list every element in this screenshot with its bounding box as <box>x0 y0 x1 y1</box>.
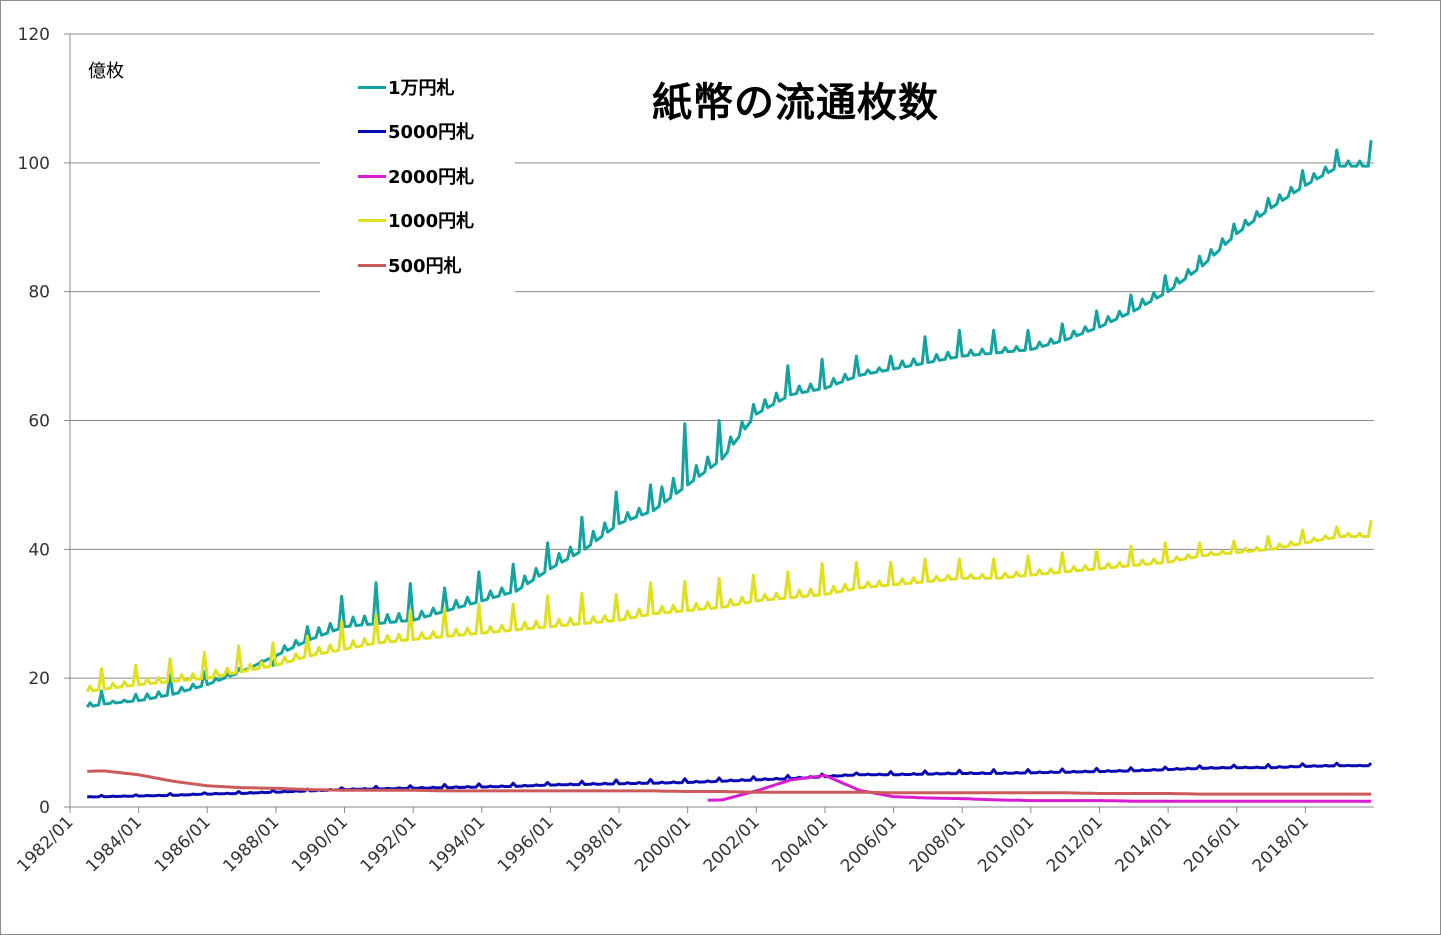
x-tick-label: 1998/01 <box>563 812 627 876</box>
legend-item-1000: 1000円札 <box>358 208 474 232</box>
series-line-4 <box>87 769 1372 796</box>
x-tick-label: 1988/01 <box>219 812 283 876</box>
legend-swatch <box>358 263 386 267</box>
legend-label: 500円札 <box>388 256 462 277</box>
legend-swatch <box>358 129 386 133</box>
legend-item-5000: 5000円札 <box>358 119 474 143</box>
series-line-3 <box>85 520 1373 693</box>
x-tick-label: 1996/01 <box>494 812 558 876</box>
legend-label: 5000円札 <box>388 122 475 143</box>
legend-swatch <box>358 85 386 89</box>
y-tick-label: 40 <box>28 540 50 560</box>
legend-item-500: 500円札 <box>358 253 462 277</box>
x-tick-label: 2010/01 <box>974 812 1038 876</box>
y-tick-label: 0 <box>39 798 50 818</box>
x-tick-label: 2004/01 <box>768 812 832 876</box>
x-tick-label: 2014/01 <box>1112 812 1176 876</box>
legend-item-2000: 2000円札 <box>358 164 474 188</box>
y-tick-label: 80 <box>28 283 50 303</box>
x-tick-label: 1992/01 <box>357 812 421 876</box>
x-tick-label: 2006/01 <box>837 812 901 876</box>
legend-swatch <box>358 218 386 222</box>
x-tick-label: 2012/01 <box>1043 812 1107 876</box>
y-tick-label: 20 <box>28 669 50 689</box>
legend-swatch <box>358 174 386 178</box>
y-tick-label: 100 <box>18 154 50 174</box>
series-line-0 <box>85 140 1373 709</box>
x-tick-label: 1994/01 <box>425 812 489 876</box>
legend-item-10000: 1万円札 <box>358 75 455 99</box>
x-tick-label: 1984/01 <box>82 812 146 876</box>
x-tick-label: 2018/01 <box>1249 812 1313 876</box>
legend-label: 1000円札 <box>388 211 475 232</box>
legend-label: 1万円札 <box>388 78 455 99</box>
series-line-2 <box>707 773 1372 803</box>
y-tick-label: 60 <box>28 412 50 432</box>
series-line-1 <box>86 761 1373 799</box>
legend-label: 2000円札 <box>388 167 475 188</box>
y-tick-label: 120 <box>18 25 50 45</box>
chart-title: 紙幣の流通枚数 <box>652 80 939 126</box>
x-tick-label: 1982/01 <box>13 812 77 876</box>
x-tick-label: 1986/01 <box>151 812 215 876</box>
x-tick-label: 1990/01 <box>288 812 352 876</box>
x-tick-label: 2000/01 <box>631 812 695 876</box>
legend: 1万円札 5000円札 2000円札 1000円札 500円札 <box>320 66 515 296</box>
x-tick-label: 2016/01 <box>1180 812 1244 876</box>
x-tick-label: 2008/01 <box>906 812 970 876</box>
y-axis-unit-label: 億枚 <box>88 61 124 82</box>
x-tick-label: 2002/01 <box>700 812 764 876</box>
